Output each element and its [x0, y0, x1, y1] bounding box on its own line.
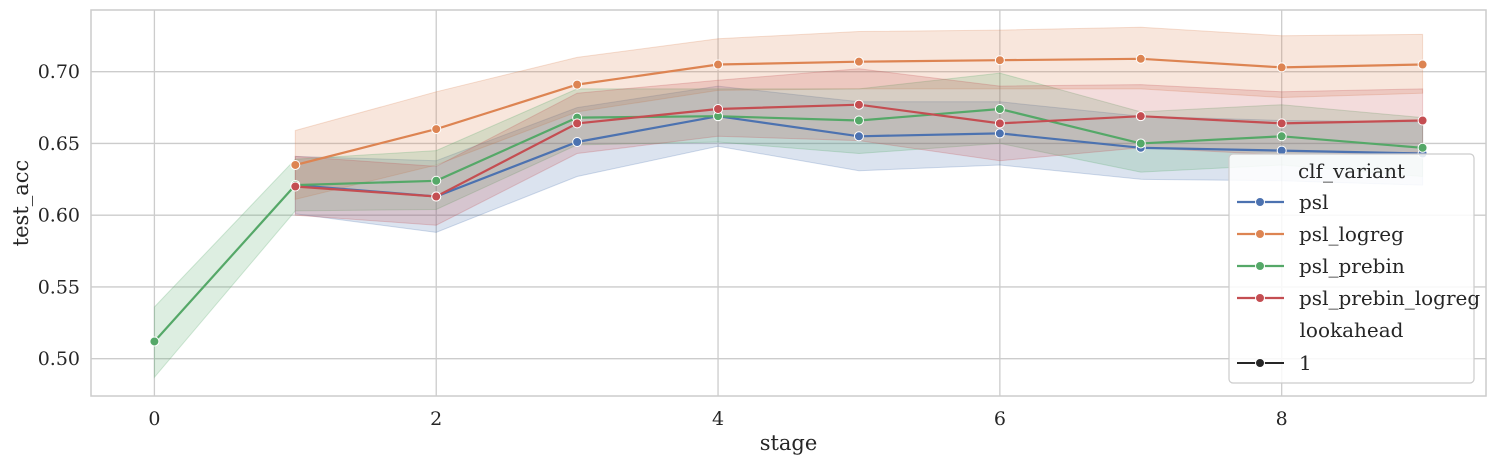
legend-box: [1228, 153, 1475, 384]
point-psl-prebin: [853, 115, 864, 126]
point-psl-logreg: [1135, 53, 1146, 64]
legend-label: psl_logreg: [1299, 222, 1404, 246]
legend-label: psl_prebin_logreg: [1299, 286, 1480, 310]
point-psl-logreg: [1276, 62, 1287, 73]
point-psl-prebin-logreg: [431, 191, 442, 202]
legend-label: psl: [1299, 190, 1328, 214]
point-psl-prebin-logreg: [853, 99, 864, 110]
point-psl-prebin: [1276, 131, 1287, 142]
x-tick-label: 0: [148, 408, 160, 430]
legend-entry-psl-prebin: psl_prebin: [1237, 254, 1405, 278]
point-psl-prebin: [149, 336, 160, 347]
legend-title-style: lookahead: [1300, 318, 1404, 342]
point-psl-logreg: [431, 124, 442, 135]
point-psl-prebin-logreg: [1135, 111, 1146, 122]
legend-marker: [1255, 293, 1265, 303]
y-axis-label: test_acc: [9, 160, 33, 247]
point-psl-logreg: [853, 56, 864, 67]
legend-label: psl_prebin: [1299, 254, 1405, 278]
point-psl: [572, 137, 583, 148]
point-psl: [994, 128, 1005, 139]
point-psl-prebin-logreg: [290, 181, 301, 192]
x-tick-label: 8: [1276, 408, 1288, 430]
point-psl-logreg: [994, 55, 1005, 66]
point-psl-prebin-logreg: [713, 104, 724, 115]
legend-marker: [1255, 229, 1265, 239]
x-tick-label: 6: [994, 408, 1006, 430]
series-lines: [149, 53, 1428, 347]
legend-marker: [1255, 261, 1265, 271]
point-psl: [853, 131, 864, 142]
legend-style-entry: 1: [1237, 351, 1312, 375]
point-psl-prebin-logreg: [1276, 118, 1287, 129]
band-psl-logreg: [294, 26, 1424, 201]
point-psl-prebin-logreg: [994, 118, 1005, 129]
legend-entries: psl psl_logreg psl_prebin psl_prebin_logreg: [1237, 190, 1480, 310]
legend-style-label: 1: [1299, 351, 1312, 375]
point-psl-prebin: [431, 175, 442, 186]
legend-entry-psl: psl: [1237, 190, 1328, 214]
x-axis-label: stage: [760, 431, 818, 455]
y-tick-label: 0.70: [38, 61, 80, 83]
tick-labels: 0 2 4 6 8 0.50 0.55 0.60 0.65 0.70: [38, 61, 1288, 430]
point-psl-logreg: [713, 59, 724, 70]
legend: clf_variant psl psl_logreg psl_prebin psl_p…: [1228, 153, 1480, 384]
y-tick-label: 0.50: [38, 348, 80, 370]
x-tick-label: 4: [712, 408, 724, 430]
point-psl-prebin-logreg: [1417, 115, 1428, 126]
point-psl-prebin: [1417, 142, 1428, 153]
point-psl-logreg: [290, 159, 301, 170]
legend-entry-psl-prebin-logreg: psl_prebin_logreg: [1237, 286, 1480, 310]
point-psl-prebin-logreg: [572, 118, 583, 129]
line-psl-prebin: [153, 107, 1423, 343]
y-tick-label: 0.55: [38, 276, 80, 298]
x-tick-label: 2: [430, 408, 442, 430]
point-psl-logreg: [572, 79, 583, 90]
point-psl-prebin: [1135, 138, 1146, 149]
plot-frame: [90, 9, 1487, 397]
legend-title-hue: clf_variant: [1298, 159, 1405, 183]
y-tick-label: 0.60: [38, 205, 80, 227]
point-psl-prebin: [994, 104, 1005, 115]
legend-marker: [1255, 197, 1265, 207]
point-psl-logreg: [1417, 59, 1428, 70]
legend-style-marker: [1255, 358, 1265, 368]
y-tick-label: 0.65: [38, 133, 80, 155]
legend-entry-psl-logreg: psl_logreg: [1237, 222, 1404, 246]
